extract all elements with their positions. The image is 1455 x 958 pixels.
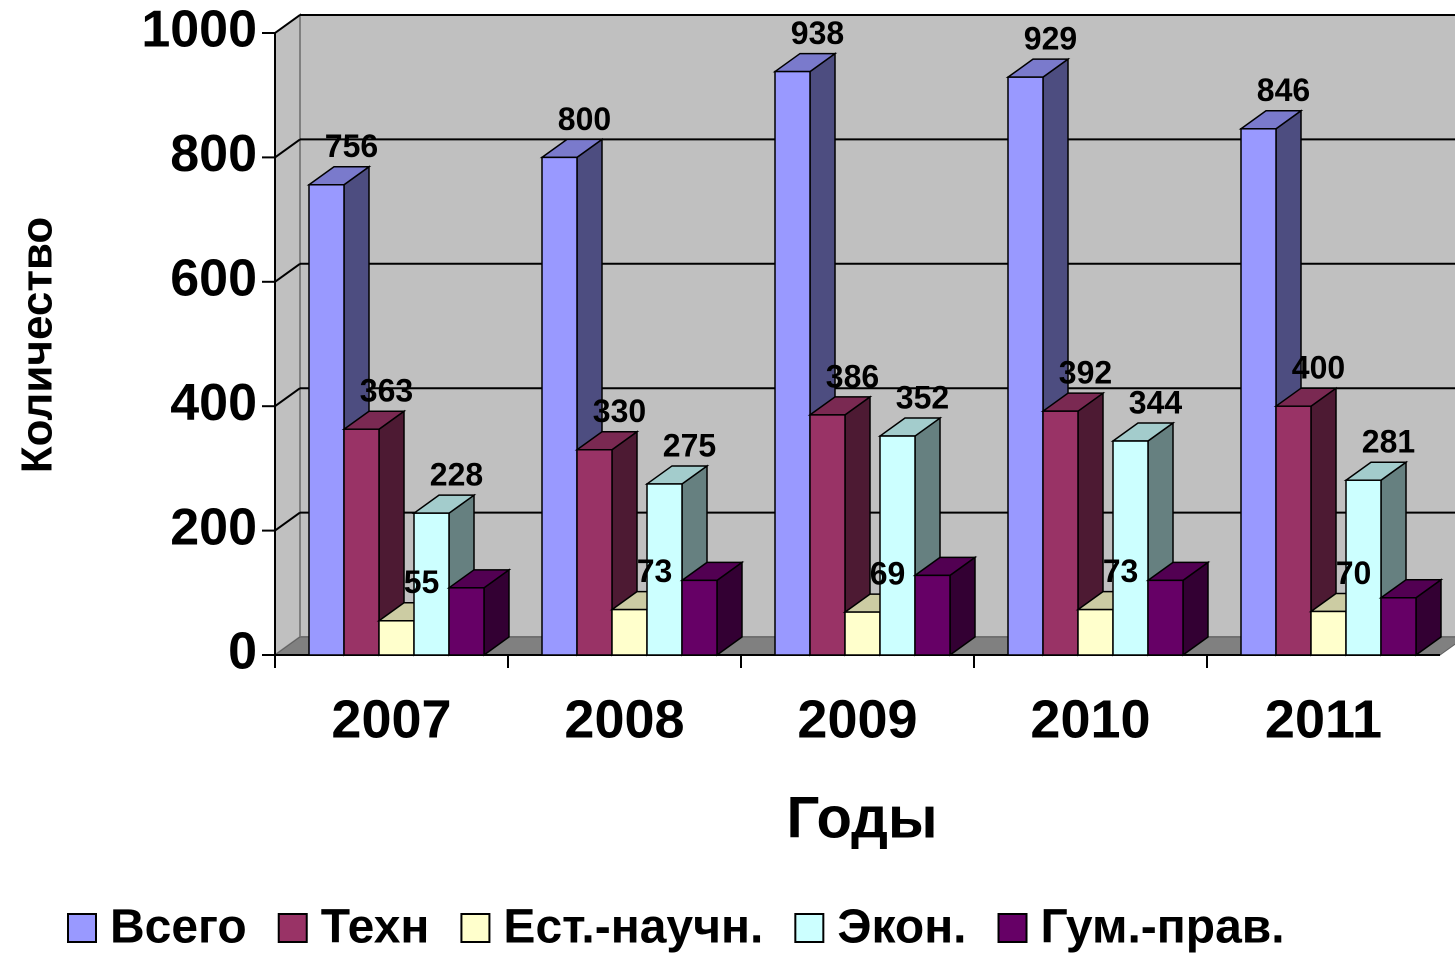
data-label: 938: [791, 15, 844, 51]
bar-front: [448, 587, 485, 656]
legend-swatch: [794, 913, 825, 943]
grid-line: [274, 138, 301, 159]
bar-front: [914, 574, 951, 656]
y-tick-label: 400: [170, 374, 257, 432]
bar-front: [576, 448, 613, 656]
data-label: 228: [430, 457, 483, 493]
bar: [1378, 578, 1444, 657]
data-label: 756: [325, 128, 378, 164]
bar-front: [774, 70, 811, 656]
data-label: 69: [870, 556, 906, 592]
x-tick-label: 2009: [797, 689, 917, 749]
bar-front: [1077, 608, 1114, 656]
grid-line: [274, 387, 301, 408]
bar-front: [646, 483, 683, 656]
legend-swatch: [277, 913, 308, 943]
bar: [912, 555, 978, 657]
side-wall: [274, 13, 301, 657]
bar: [1040, 391, 1106, 657]
bar-front: [879, 435, 916, 656]
bar: [574, 430, 640, 657]
bar-front: [681, 579, 718, 656]
grid-line: [274, 511, 301, 532]
y-tick-label: 200: [170, 498, 257, 556]
data-label: 275: [663, 427, 716, 463]
bar-front: [308, 184, 345, 656]
bar: [1145, 560, 1211, 657]
data-label: 281: [1362, 424, 1415, 460]
data-label: 344: [1129, 384, 1183, 420]
data-label: 330: [593, 393, 646, 429]
legend-label: Гум.-прав.: [1041, 901, 1285, 954]
grid-line: [274, 14, 301, 34]
bar-front: [1147, 579, 1184, 656]
x-tick-label: 2007: [331, 689, 451, 749]
bar-front: [1112, 440, 1149, 656]
bar-front: [1240, 128, 1277, 656]
bar-front: [378, 620, 415, 656]
data-label: 73: [1103, 553, 1139, 589]
legend-swatch: [460, 913, 491, 943]
data-label: 846: [1257, 72, 1310, 108]
bar-front: [413, 512, 450, 656]
legend-label: Всего: [110, 901, 247, 954]
y-tick-label: 600: [170, 250, 257, 308]
bar: [1273, 386, 1339, 657]
data-label: 929: [1024, 21, 1077, 57]
y-tick-label: 800: [170, 125, 257, 183]
legend-label: Техн: [321, 901, 430, 954]
legend-label: Экон.: [837, 901, 966, 954]
bar-front: [1007, 76, 1044, 656]
x-tick-label: 2011: [1265, 689, 1382, 749]
bar-front: [541, 156, 578, 656]
x-tick-label: 2008: [564, 689, 684, 749]
bar: [446, 568, 512, 657]
bar-front: [611, 608, 648, 656]
y-tick-label: 1000: [141, 1, 257, 59]
data-label: 400: [1292, 350, 1345, 386]
data-label: 70: [1336, 555, 1372, 591]
bar-front: [1310, 610, 1347, 656]
data-label: 73: [637, 553, 673, 589]
data-label: 800: [558, 101, 611, 137]
data-label: 352: [896, 380, 949, 416]
legend-swatch: [67, 913, 97, 943]
legend-swatch: [997, 913, 1028, 943]
grid-line: [274, 262, 301, 283]
data-label: 363: [360, 373, 413, 409]
bar: [341, 409, 407, 657]
x-tick-label: 2010: [1030, 689, 1150, 749]
bar-front: [809, 414, 846, 656]
legend-label: Ест.-научн.: [503, 901, 763, 954]
bar: [807, 395, 873, 657]
bar-front: [1042, 410, 1079, 656]
bar-front: [844, 611, 881, 656]
y-tick-label: 0: [228, 623, 257, 681]
bar: [679, 560, 745, 657]
bar-front: [1345, 479, 1382, 656]
x-axis-title: Годы: [786, 785, 937, 850]
data-label: 392: [1059, 355, 1112, 391]
bar-front: [1380, 597, 1417, 656]
data-label: 386: [826, 358, 879, 394]
y-axis-title: Количество: [13, 217, 62, 473]
data-label: 55: [404, 564, 440, 600]
bar-front: [1275, 405, 1312, 656]
bar-front: [343, 428, 380, 656]
